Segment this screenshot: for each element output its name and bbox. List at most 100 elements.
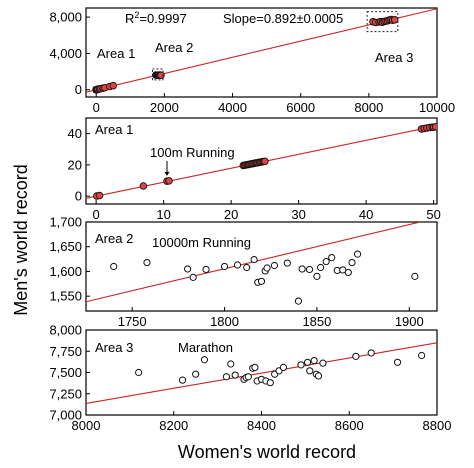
panel-overview: 0 2000 4000 6000 8000 10000 0 4,000 8,000 R2=0.99… bbox=[49, 7, 455, 115]
data-point bbox=[319, 359, 327, 367]
data-point bbox=[418, 351, 426, 360]
y-tick-label: 0 bbox=[75, 189, 82, 204]
data-point bbox=[110, 262, 118, 271]
plot-frame bbox=[85, 7, 438, 98]
x-tick-label: 1900 bbox=[395, 314, 424, 329]
data-point bbox=[95, 191, 104, 200]
data-point bbox=[353, 250, 362, 258]
region-box bbox=[366, 11, 399, 33]
y-tick-label: 1,600 bbox=[49, 264, 82, 279]
data-point bbox=[250, 255, 258, 264]
y-tick-label: 8,000 bbox=[49, 323, 82, 338]
data-point bbox=[348, 258, 356, 267]
data-point bbox=[244, 373, 252, 381]
panel-area-1: 0 10 20 30 40 50 0 20 40 Area 1 100m Running bbox=[68, 117, 441, 222]
fit-line bbox=[86, 222, 423, 303]
data-point bbox=[220, 262, 229, 271]
x-tick-label: 20 bbox=[224, 207, 238, 222]
plot-area bbox=[86, 222, 423, 305]
data-point bbox=[261, 157, 269, 166]
data-point bbox=[157, 71, 165, 80]
data-point bbox=[227, 360, 235, 368]
data-point bbox=[322, 257, 330, 266]
x-tick-label: 8000 bbox=[354, 100, 383, 115]
data-point bbox=[306, 367, 314, 375]
x-tick-label: 1750 bbox=[118, 314, 147, 329]
data-point bbox=[257, 277, 266, 285]
data-point bbox=[233, 261, 242, 269]
data-point bbox=[344, 268, 352, 277]
area-2-label: Area 2 bbox=[155, 40, 193, 55]
panel-area-2: 1750 1800 1850 1900 1,550 1,600 1,650 1,700 Area… bbox=[49, 215, 438, 329]
y-tick-label: 1,550 bbox=[49, 289, 82, 304]
data-point bbox=[279, 363, 288, 371]
data-point bbox=[178, 376, 187, 384]
annotation-arrow-head bbox=[164, 171, 170, 176]
data-point bbox=[222, 373, 230, 381]
area-3-label: Area 3 bbox=[375, 50, 413, 65]
data-point bbox=[192, 370, 200, 378]
data-point bbox=[202, 265, 210, 274]
data-point bbox=[313, 272, 321, 280]
event-label: Marathon bbox=[178, 340, 233, 355]
data-point bbox=[283, 259, 291, 267]
x-tick-label: 8000 bbox=[72, 418, 101, 433]
panel-title: Area 3 bbox=[95, 340, 133, 355]
data-point bbox=[266, 379, 274, 387]
y-tick-label: 7,000 bbox=[49, 408, 82, 423]
region-box bbox=[92, 86, 100, 93]
x-tick-label: 10000 bbox=[419, 100, 455, 115]
data-point bbox=[352, 352, 360, 360]
data-point bbox=[251, 363, 259, 371]
data-point bbox=[109, 81, 118, 90]
data-point bbox=[139, 182, 148, 190]
y-tick-label: 7,750 bbox=[49, 344, 82, 359]
data-point bbox=[411, 272, 419, 280]
slope-label: Slope=0.892±0.0005 bbox=[223, 11, 343, 26]
x-tick-label: 0 bbox=[93, 207, 100, 222]
x-tick-label: 6000 bbox=[286, 100, 315, 115]
data-point bbox=[367, 349, 375, 357]
panel-title: Area 1 bbox=[95, 122, 133, 137]
data-point bbox=[317, 263, 325, 272]
data-point bbox=[390, 16, 399, 24]
x-tick-label: 8800 bbox=[423, 418, 452, 433]
panel-area-3: 8000 8200 8400 8600 8800 7,000 7,250 7,500 7,750… bbox=[49, 323, 451, 434]
y-axis-label: Men's world record bbox=[11, 164, 31, 316]
y-tick-label: 1,650 bbox=[49, 239, 82, 254]
area-1-label: Area 1 bbox=[97, 46, 135, 61]
data-point bbox=[165, 177, 173, 185]
data-point bbox=[143, 258, 151, 267]
data-point bbox=[314, 372, 323, 380]
fit-line bbox=[86, 342, 437, 404]
data-point bbox=[298, 265, 306, 273]
x-tick-label: 50 bbox=[426, 207, 440, 222]
plot-area bbox=[86, 123, 437, 200]
y-tick-label: 8,000 bbox=[49, 10, 82, 25]
x-tick-label: 4000 bbox=[218, 100, 247, 115]
y-tick-label: 20 bbox=[68, 157, 82, 172]
data-point bbox=[263, 264, 271, 272]
x-tick-label: 10 bbox=[156, 207, 170, 222]
y-tick-label: 4,000 bbox=[49, 46, 82, 61]
x-tick-label: 0 bbox=[93, 100, 100, 115]
y-tick-label: 1,700 bbox=[49, 215, 82, 230]
r-squared-label: R2=0.9997 bbox=[125, 10, 187, 26]
data-point bbox=[189, 273, 197, 281]
plot-frame bbox=[85, 117, 438, 205]
x-axis-label: Women's world record bbox=[178, 442, 356, 462]
data-point bbox=[305, 265, 314, 274]
x-tick-label: 1800 bbox=[210, 314, 239, 329]
y-tick-label: 7,500 bbox=[49, 365, 82, 380]
data-point bbox=[328, 254, 336, 262]
data-point bbox=[184, 265, 192, 273]
plot-area bbox=[86, 8, 437, 94]
data-point bbox=[294, 297, 303, 305]
data-point bbox=[243, 263, 251, 272]
data-point bbox=[200, 356, 209, 364]
x-tick-label: 1850 bbox=[302, 314, 331, 329]
plot-area bbox=[86, 342, 437, 404]
data-point bbox=[135, 368, 143, 377]
x-tick-label: 40 bbox=[359, 207, 373, 222]
